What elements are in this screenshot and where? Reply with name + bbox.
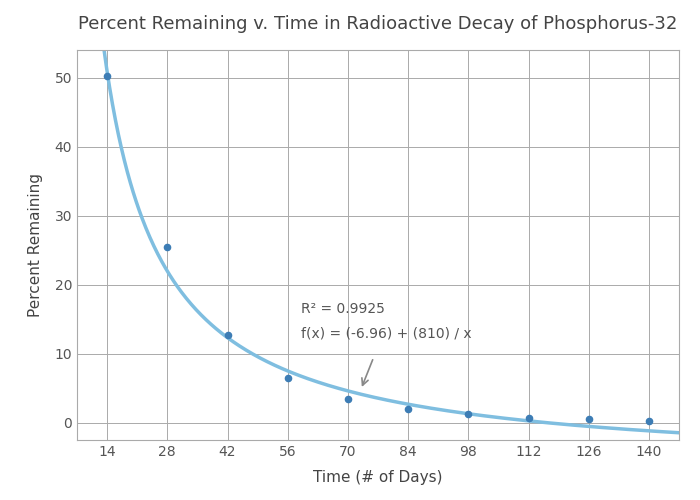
- Y-axis label: Percent Remaining: Percent Remaining: [29, 173, 43, 317]
- Point: [643, 417, 655, 425]
- Point: [402, 405, 414, 413]
- Text: R² = 0.9925: R² = 0.9925: [300, 302, 384, 316]
- Title: Percent Remaining v. Time in Radioactive Decay of Phosphorus-32: Percent Remaining v. Time in Radioactive…: [78, 15, 678, 33]
- Point: [583, 416, 594, 424]
- Point: [342, 396, 354, 404]
- Point: [102, 72, 113, 80]
- Point: [282, 374, 293, 382]
- Point: [222, 331, 233, 339]
- Point: [523, 414, 534, 422]
- Text: f(x) = (-6.96) + (810) / x: f(x) = (-6.96) + (810) / x: [300, 326, 471, 340]
- Point: [162, 242, 173, 250]
- X-axis label: Time (# of Days): Time (# of Days): [314, 470, 442, 485]
- Point: [463, 410, 474, 418]
